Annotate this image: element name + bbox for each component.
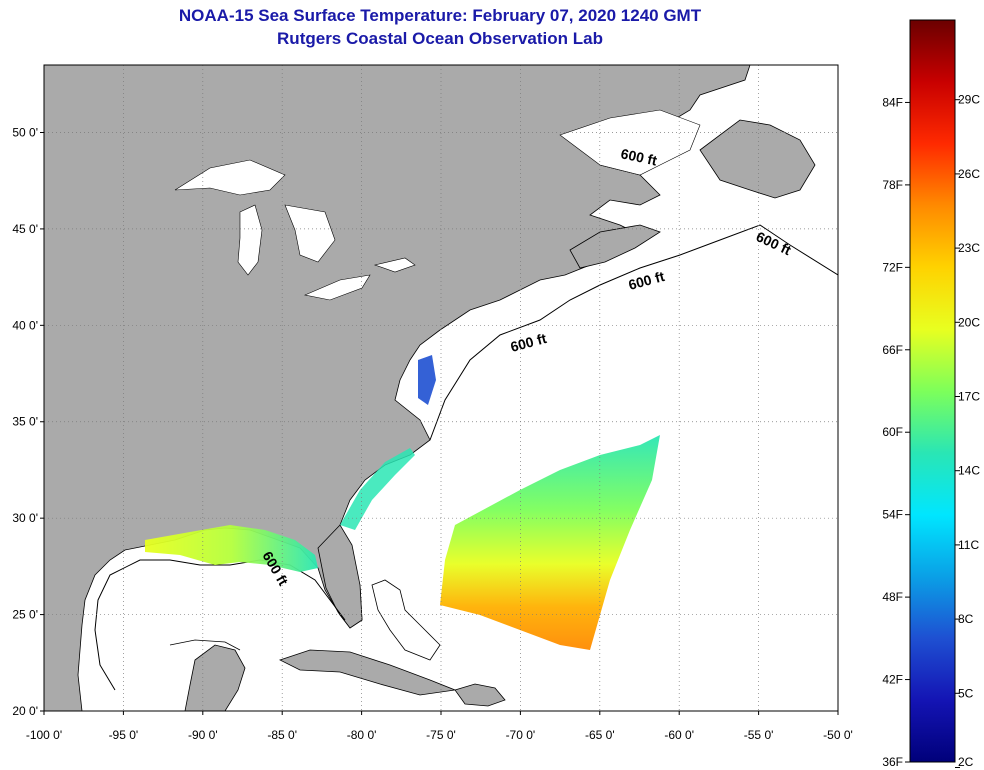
colorbar-c-label: 2C	[958, 755, 974, 769]
longitude-label: -90 0'	[188, 728, 218, 742]
land-hispaniola	[454, 683, 506, 707]
land-florida	[317, 524, 363, 629]
lake-superior	[174, 159, 286, 196]
latitude-label: 45 0'	[12, 222, 38, 236]
colorbar-c-label: 23C	[958, 241, 980, 255]
longitude-label: -85 0'	[267, 728, 297, 742]
latitude-axis: 50 0' 45 0' 40 0' 35 0' 30 0' 25 0' 20 0'	[12, 125, 44, 718]
map-subtitle: Rutgers Coastal Ocean Observation Lab	[277, 29, 603, 48]
land-nova-scotia	[569, 224, 661, 269]
contour-line-bahamas	[371, 579, 441, 661]
graticule	[44, 65, 838, 711]
longitude-axis: -100 0' -95 0' -90 0' -85 0' -80 0' -75 0' -70…	[26, 711, 853, 742]
colorbar-f-label: 36F	[882, 755, 903, 769]
sst-strip-coast	[340, 448, 415, 530]
latitude-label: 40 0'	[12, 318, 38, 332]
colorbar-f-label: 60F	[882, 425, 903, 439]
colorbar-c-label: 17C	[958, 389, 980, 403]
lake-michigan	[237, 204, 263, 276]
longitude-label: -65 0'	[585, 728, 615, 742]
map-title: NOAA-15 Sea Surface Temperature: Februar…	[178, 6, 702, 25]
colorbar-f-label: 54F	[882, 508, 903, 522]
latitude-label: 30 0'	[12, 511, 38, 525]
land-newfoundland	[699, 119, 816, 199]
colorbar-c-label: 11C	[958, 538, 979, 552]
lake-huron	[284, 204, 336, 263]
sst-swath-atlantic	[440, 435, 660, 650]
contour-label: 600 ft	[619, 145, 658, 168]
colorbar-fahrenheit-scale: 84F 78F 72F 66F 60F 54F 48F 42F 36F	[882, 95, 910, 769]
longitude-label: -55 0'	[744, 728, 774, 742]
colorbar-f-label: 78F	[882, 178, 903, 192]
colorbar-c-label: 14C	[958, 464, 980, 478]
contour-line-campeche	[169, 639, 241, 651]
gulf-of-st-lawrence	[559, 109, 701, 176]
colorbar-c-label: 29C	[958, 93, 980, 107]
colorbar-f-label: 72F	[882, 260, 903, 274]
colorbar-f-label: 42F	[882, 673, 903, 687]
colorbar	[909, 19, 956, 763]
colorbar-f-label: 48F	[882, 590, 903, 604]
longitude-label: -60 0'	[664, 728, 694, 742]
colorbar-f-label: 84F	[882, 95, 903, 109]
colorbar-f-label: 66F	[882, 343, 903, 357]
longitude-label: -50 0'	[823, 728, 853, 742]
longitude-label: -75 0'	[426, 728, 456, 742]
longitude-label: -100 0'	[26, 728, 62, 742]
contour-line-gulf	[94, 559, 346, 691]
sst-band-gulf	[145, 525, 318, 572]
land-yucatan	[184, 644, 246, 711]
latitude-label: 35 0'	[12, 415, 38, 429]
colorbar-c-label: 5C	[958, 686, 974, 700]
lake-erie	[303, 274, 371, 301]
colorbar-celsius-scale: 29C 26C 23C 20C 17C 14C 11C 8C 5C 2C	[955, 93, 980, 769]
colorbar-c-label: 20C	[958, 315, 980, 329]
longitude-label: -70 0'	[506, 728, 536, 742]
longitude-label: -80 0'	[347, 728, 377, 742]
latitude-label: 25 0'	[12, 608, 38, 622]
longitude-label: -95 0'	[109, 728, 139, 742]
latitude-label: 50 0'	[12, 125, 38, 139]
latitude-label: 20 0'	[12, 704, 38, 718]
colorbar-c-label: 26C	[958, 167, 980, 181]
sst-strip-chesapeake	[418, 355, 436, 405]
lake-ontario	[373, 257, 416, 273]
colorbar-c-label: 8C	[958, 612, 974, 626]
